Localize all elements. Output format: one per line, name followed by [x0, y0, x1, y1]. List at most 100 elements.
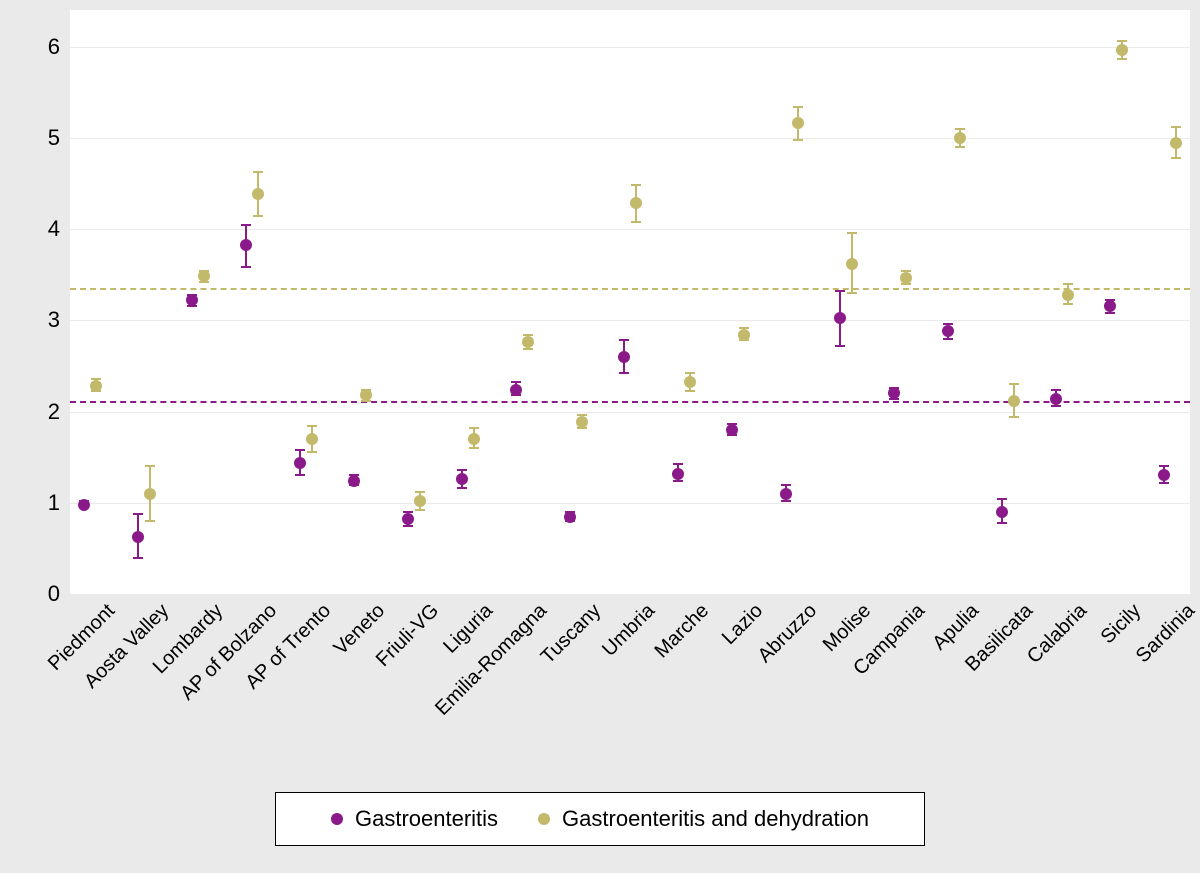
- data-point: [456, 473, 468, 485]
- y-tick-label: 3: [48, 307, 70, 333]
- error-cap: [469, 427, 479, 429]
- error-cap: [307, 425, 317, 427]
- data-point: [402, 513, 414, 525]
- error-cap: [781, 484, 791, 486]
- grid-line: [70, 320, 1190, 321]
- grid-line: [70, 138, 1190, 139]
- y-tick-label: 2: [48, 399, 70, 425]
- grid-line: [70, 412, 1190, 413]
- error-cap: [241, 224, 251, 226]
- legend-item: Gastroenteritis and dehydration: [538, 806, 869, 832]
- legend-marker: [538, 813, 550, 825]
- error-cap: [253, 215, 263, 217]
- data-point: [252, 188, 264, 200]
- error-cap: [1159, 465, 1169, 467]
- error-cap: [307, 451, 317, 453]
- grid-line: [70, 229, 1190, 230]
- error-cap: [295, 449, 305, 451]
- plot-area: 0123456PiedmontAosta ValleyLombardyAP of…: [70, 10, 1190, 594]
- data-point: [1158, 469, 1170, 481]
- data-point: [726, 424, 738, 436]
- error-cap: [835, 290, 845, 292]
- data-point: [1008, 395, 1020, 407]
- error-cap: [133, 513, 143, 515]
- error-cap: [793, 106, 803, 108]
- data-point: [564, 511, 576, 523]
- grid-line: [70, 503, 1190, 504]
- error-cap: [415, 509, 425, 511]
- error-cap: [955, 128, 965, 130]
- error-cap: [781, 500, 791, 502]
- y-tick-label: 6: [48, 34, 70, 60]
- data-point: [888, 387, 900, 399]
- data-point: [846, 258, 858, 270]
- error-cap: [1105, 312, 1115, 314]
- legend-item: Gastroenteritis: [331, 806, 498, 832]
- data-point: [306, 433, 318, 445]
- error-cap: [1009, 383, 1019, 385]
- data-point: [618, 351, 630, 363]
- error-cap: [943, 338, 953, 340]
- error-cap: [253, 171, 263, 173]
- y-tick-label: 1: [48, 490, 70, 516]
- error-cap: [793, 139, 803, 141]
- error-cap: [241, 266, 251, 268]
- data-point: [738, 329, 750, 341]
- error-cap: [631, 184, 641, 186]
- reference-line: [70, 288, 1190, 290]
- data-point: [1062, 289, 1074, 301]
- y-tick-label: 5: [48, 125, 70, 151]
- error-cap: [619, 372, 629, 374]
- data-point: [198, 270, 210, 282]
- y-tick-label: 4: [48, 216, 70, 242]
- legend-label: Gastroenteritis and dehydration: [562, 806, 869, 832]
- error-cap: [997, 498, 1007, 500]
- data-point: [414, 495, 426, 507]
- data-point: [630, 197, 642, 209]
- grid-line: [70, 594, 1190, 595]
- error-cap: [469, 447, 479, 449]
- error-cap: [847, 232, 857, 234]
- error-cap: [1009, 416, 1019, 418]
- error-cap: [1171, 157, 1181, 159]
- data-point: [1050, 393, 1062, 405]
- error-cap: [847, 292, 857, 294]
- data-point: [522, 336, 534, 348]
- error-cap: [619, 339, 629, 341]
- data-point: [78, 499, 90, 511]
- chart-container: 0123456PiedmontAosta ValleyLombardyAP of…: [0, 0, 1200, 873]
- error-cap: [673, 480, 683, 482]
- error-cap: [673, 463, 683, 465]
- data-point: [1170, 137, 1182, 149]
- data-point: [144, 488, 156, 500]
- data-point: [900, 272, 912, 284]
- error-cap: [145, 465, 155, 467]
- data-point: [996, 506, 1008, 518]
- error-cap: [133, 557, 143, 559]
- legend: Gastroenteritis Gastroenteritis and dehyd…: [275, 792, 925, 846]
- error-cap: [295, 474, 305, 476]
- data-point: [468, 433, 480, 445]
- data-point: [240, 239, 252, 251]
- data-point: [954, 132, 966, 144]
- error-cap: [1063, 283, 1073, 285]
- data-point: [132, 531, 144, 543]
- data-point: [942, 325, 954, 337]
- error-cap: [685, 372, 695, 374]
- legend-marker: [331, 813, 343, 825]
- error-cap: [145, 520, 155, 522]
- data-point: [510, 384, 522, 396]
- error-cap: [955, 146, 965, 148]
- error-cap: [415, 491, 425, 493]
- data-point: [360, 389, 372, 401]
- data-point: [348, 475, 360, 487]
- data-point: [294, 457, 306, 469]
- error-cap: [457, 487, 467, 489]
- error-cap: [997, 522, 1007, 524]
- error-cap: [685, 390, 695, 392]
- error-cap: [1117, 40, 1127, 42]
- legend-label: Gastroenteritis: [355, 806, 498, 832]
- data-point: [672, 468, 684, 480]
- reference-line: [70, 401, 1190, 403]
- data-point: [780, 488, 792, 500]
